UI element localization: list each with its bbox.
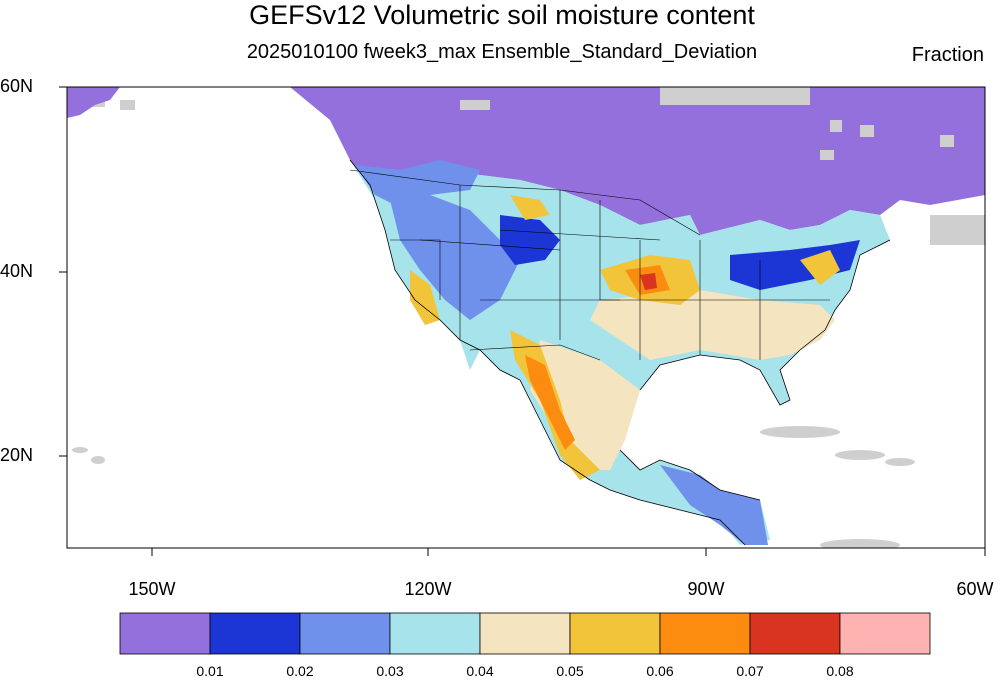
plot-frame [66, 86, 986, 549]
tick-marks [59, 86, 986, 556]
lat-label-20n: 20N [0, 445, 34, 465]
colorbar-label: 0.06 [646, 663, 674, 679]
chart-subtitle: 2025010100 fweek3_max Ensemble_Standard_… [246, 41, 758, 63]
colorbar-swatch-2 [209, 612, 301, 655]
missing-data-patches [85, 87, 985, 245]
west-field-blue [390, 195, 520, 320]
colorbar-label: 0.05 [556, 663, 584, 679]
rockies-field-darkblue [500, 215, 560, 265]
central-america-field [660, 465, 768, 545]
colorbar-label: 0.07 [736, 663, 764, 679]
chart-title: GEFSv12 Volumetric soil moisture content [249, 0, 755, 30]
mexico-field-cream [530, 340, 640, 470]
east-field-gold [800, 250, 840, 285]
lon-label-150w: 150W [128, 579, 176, 599]
colorbar-swatch-3 [299, 612, 391, 655]
colorbar-label: 0.01 [196, 663, 224, 679]
alaska-field [67, 87, 120, 118]
colorbar-swatch-4 [389, 612, 481, 655]
colorbar-swatch-8 [749, 612, 841, 655]
ca-field-gold [410, 270, 440, 325]
coastline [349, 159, 891, 546]
colorbar-swatch-6 [569, 612, 661, 655]
lon-label-90w: 90W [687, 579, 725, 599]
colorbar-swatch-1 [119, 612, 211, 655]
colorbar-label: 0.02 [286, 663, 314, 679]
nw-field-blue [355, 160, 480, 205]
colorbar-swatch-7 [659, 612, 751, 655]
map-field [67, 87, 985, 548]
colorbar-swatch-9 [839, 612, 931, 655]
lon-label-60w: 60W [956, 579, 994, 599]
colorbar [119, 612, 931, 655]
plains-field-red [640, 273, 657, 290]
canada-field [290, 87, 985, 235]
lon-label-120w: 120W [404, 579, 452, 599]
colorbar-swatch-5 [479, 612, 571, 655]
colorbar-label: 0.04 [466, 663, 494, 679]
us-field-cream [590, 290, 835, 360]
mexico-field-orange [525, 355, 575, 450]
central-field-gold [510, 195, 550, 220]
lat-label-60n: 60N [0, 76, 34, 96]
borders [349, 169, 830, 361]
colorbar-label: 0.08 [826, 663, 854, 679]
lat-label-40n: 40N [0, 261, 34, 281]
colorbar-label: 0.03 [376, 663, 404, 679]
caribbean-islands [72, 426, 915, 548]
units-label: Fraction [911, 44, 984, 66]
